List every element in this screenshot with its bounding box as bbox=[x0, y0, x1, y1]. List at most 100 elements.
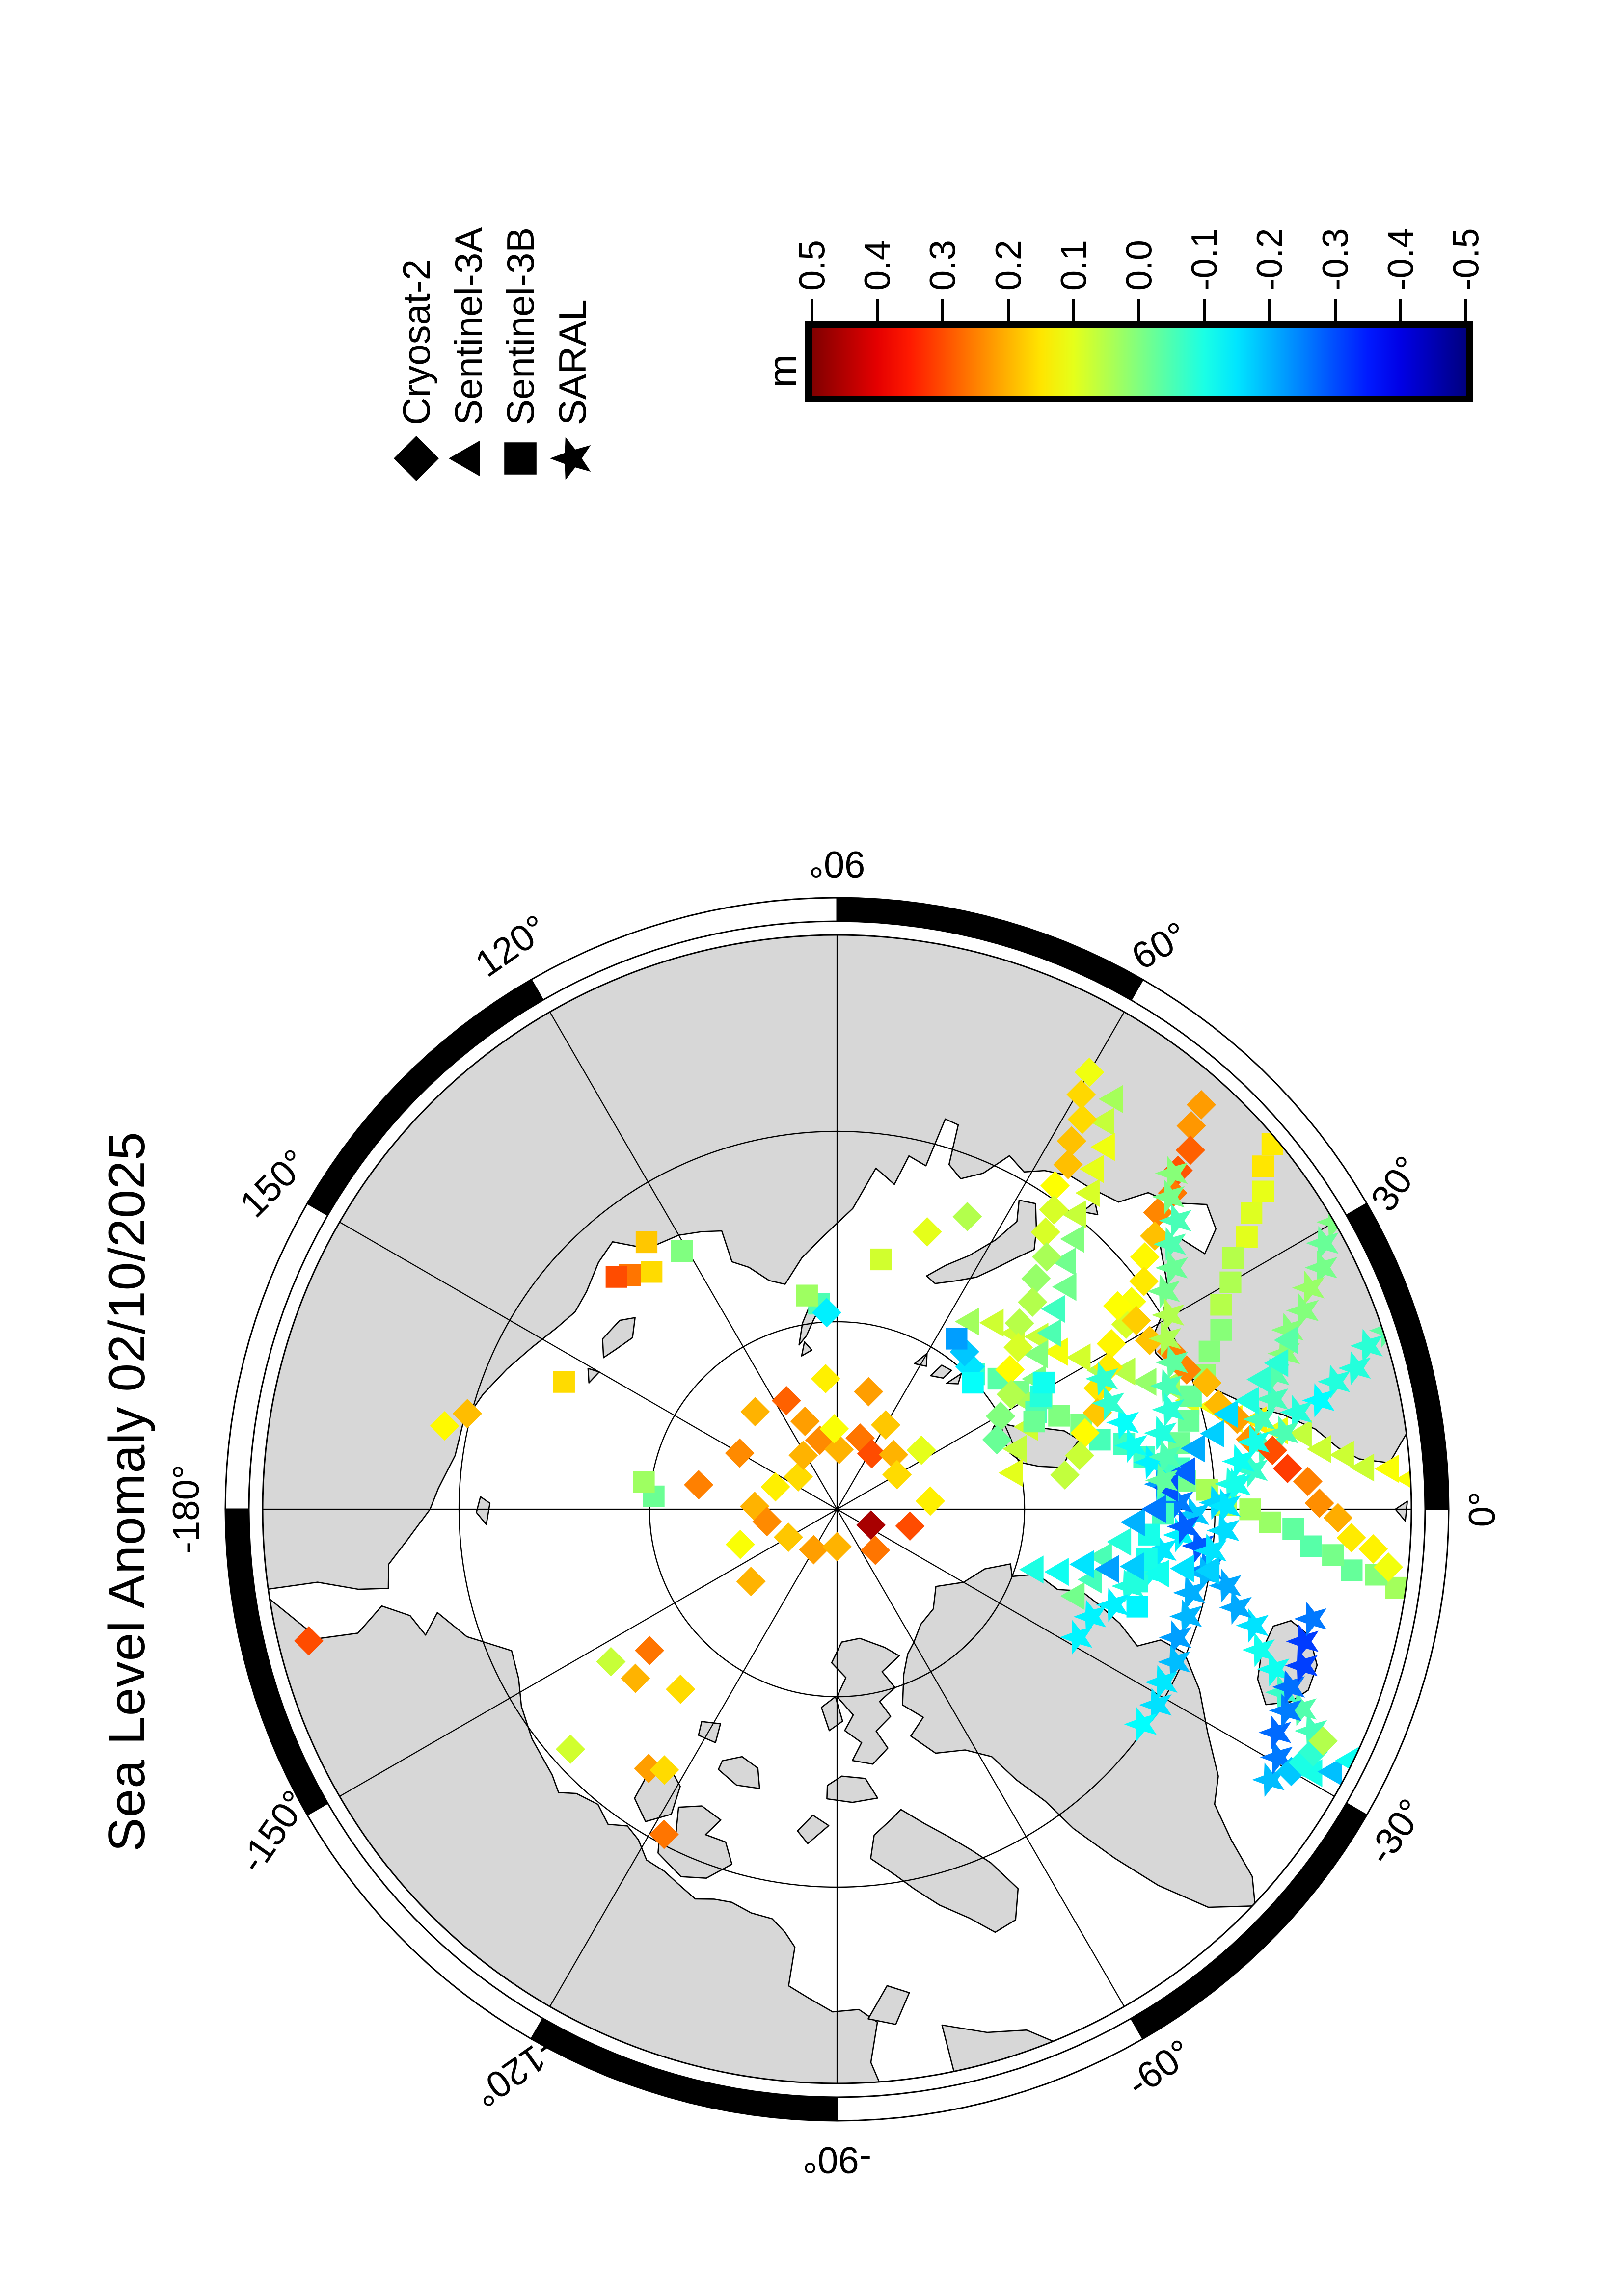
data-point bbox=[962, 1371, 984, 1394]
data-point bbox=[1221, 1247, 1244, 1269]
data-point bbox=[1306, 1226, 1339, 1260]
landmass-eurasia bbox=[263, 935, 1411, 1593]
data-point bbox=[1043, 1337, 1068, 1366]
data-point bbox=[1151, 1298, 1185, 1333]
data-point bbox=[1023, 1411, 1045, 1433]
data-point bbox=[1199, 1485, 1232, 1520]
data-point bbox=[1141, 1495, 1166, 1523]
data-point bbox=[635, 1231, 658, 1254]
data-point bbox=[1119, 1552, 1144, 1581]
colorbar-tick bbox=[1137, 299, 1140, 321]
data-point bbox=[1395, 1465, 1411, 1494]
data-point bbox=[1145, 1559, 1169, 1588]
landmass-southampton bbox=[867, 1985, 910, 2025]
data-point bbox=[1252, 1762, 1285, 1797]
legend-label: SARAL bbox=[550, 299, 594, 425]
colorbar-tick bbox=[1399, 299, 1402, 321]
legend-label: Sentinel-3B bbox=[498, 227, 542, 425]
data-point bbox=[1089, 1107, 1114, 1136]
data-point bbox=[1098, 1085, 1123, 1113]
data-point bbox=[986, 1401, 1016, 1431]
data-point bbox=[1180, 1385, 1202, 1407]
track-saral bbox=[1144, 1156, 1191, 1498]
data-point bbox=[1187, 1090, 1217, 1120]
data-point bbox=[1021, 1264, 1051, 1294]
data-point bbox=[1069, 1550, 1094, 1578]
legend-item-sentinel3a: Sentinel-3A bbox=[442, 227, 494, 484]
landmass-new_siberian bbox=[602, 1317, 636, 1359]
data-point bbox=[824, 1435, 854, 1465]
data-point bbox=[1037, 1319, 1061, 1347]
data-point bbox=[1304, 1250, 1338, 1285]
colorbar-tick bbox=[1006, 299, 1010, 321]
data-point bbox=[1256, 1652, 1290, 1686]
data-point bbox=[1166, 1509, 1200, 1544]
data-point bbox=[1155, 1156, 1188, 1191]
data-point bbox=[1158, 1645, 1190, 1680]
data-point bbox=[1132, 1367, 1157, 1396]
data-point bbox=[1032, 1371, 1055, 1394]
track-saral bbox=[1124, 1205, 1349, 1742]
data-point bbox=[1145, 1463, 1178, 1498]
data-point bbox=[1181, 1528, 1215, 1563]
colorbar-tick-label: 0.1 bbox=[1053, 240, 1094, 291]
data-point bbox=[1150, 1368, 1183, 1403]
data-point bbox=[641, 1261, 663, 1283]
data-point bbox=[1252, 1180, 1274, 1202]
data-point bbox=[1129, 1266, 1159, 1296]
colorbar-tick bbox=[1268, 299, 1271, 321]
data-point bbox=[1090, 1133, 1115, 1161]
data-point bbox=[1237, 1425, 1270, 1460]
landmass-kolguev bbox=[1082, 1201, 1099, 1216]
data-point bbox=[1148, 1321, 1182, 1356]
data-point bbox=[1120, 1508, 1145, 1536]
data-point bbox=[1078, 1565, 1102, 1594]
colorbar-tick-label: -0.5 bbox=[1445, 228, 1487, 291]
data-point bbox=[1175, 1135, 1205, 1165]
landmass-franz_josef_2 bbox=[930, 1364, 952, 1379]
data-point bbox=[1106, 1405, 1139, 1440]
data-point bbox=[760, 1472, 790, 1502]
data-point bbox=[1145, 1665, 1178, 1700]
colorbar-tick-label: 0.4 bbox=[857, 240, 898, 291]
data-point bbox=[1298, 1759, 1323, 1788]
data-point bbox=[1222, 1444, 1255, 1479]
colorbar-tick-label: -0.3 bbox=[1315, 228, 1356, 291]
data-point bbox=[952, 1201, 982, 1231]
data-point bbox=[1103, 1291, 1133, 1321]
data-point bbox=[1235, 1387, 1259, 1415]
data-point bbox=[1242, 1632, 1275, 1667]
data-point bbox=[996, 1380, 1026, 1410]
data-point bbox=[812, 1298, 842, 1328]
data-point bbox=[906, 1435, 936, 1465]
data-point bbox=[1152, 1392, 1185, 1427]
data-point bbox=[1279, 1395, 1313, 1430]
data-point bbox=[1210, 1294, 1232, 1316]
data-point bbox=[1264, 1349, 1289, 1377]
data-point bbox=[819, 1414, 849, 1444]
data-point bbox=[1257, 1357, 1290, 1392]
data-point bbox=[596, 1647, 626, 1677]
data-point bbox=[1085, 1362, 1118, 1396]
data-point bbox=[1265, 1675, 1298, 1709]
landmass-new_siberian_e bbox=[587, 1367, 600, 1384]
landmass-somerset bbox=[797, 1815, 830, 1844]
data-point bbox=[1198, 1340, 1220, 1362]
data-point bbox=[1066, 1343, 1091, 1372]
data-point bbox=[1170, 1554, 1194, 1583]
data-point bbox=[784, 1462, 813, 1492]
data-point bbox=[671, 1240, 693, 1262]
meridian--150 bbox=[339, 1509, 838, 1797]
data-point bbox=[1060, 1225, 1085, 1253]
data-point bbox=[1209, 1568, 1242, 1603]
landmass-severnaya_zemlya_n bbox=[801, 1341, 812, 1357]
data-point bbox=[1130, 1242, 1160, 1272]
data-point bbox=[605, 1266, 627, 1288]
data-point bbox=[1075, 1179, 1100, 1207]
lon-label--120: -120° bbox=[466, 2029, 563, 2115]
data-point bbox=[1258, 1715, 1292, 1750]
data-point bbox=[1294, 1602, 1327, 1636]
meridian-120 bbox=[549, 1012, 838, 1510]
data-point bbox=[1019, 1555, 1044, 1584]
